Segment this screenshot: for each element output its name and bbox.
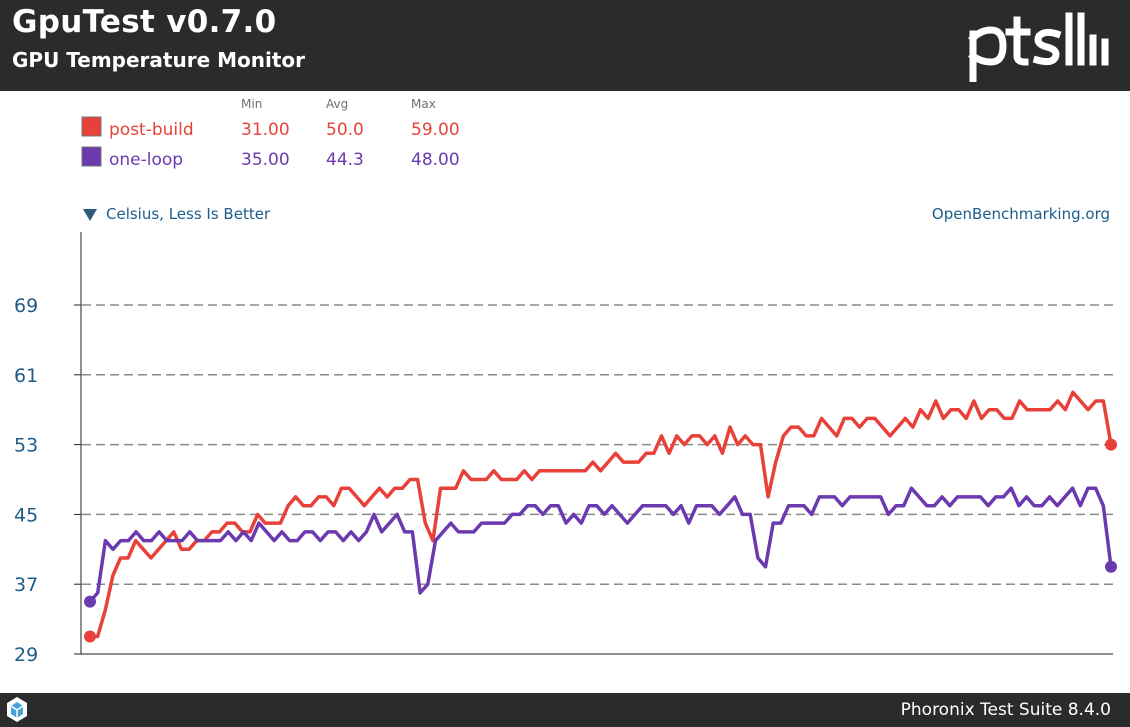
cube-icon xyxy=(7,697,27,722)
down-triangle-icon xyxy=(83,209,97,221)
page-subtitle: GPU Temperature Monitor xyxy=(12,48,305,72)
y-tick-label: 37 xyxy=(14,574,38,596)
y-tick-label: 45 xyxy=(14,504,38,526)
legend-col-avg: Avg xyxy=(326,97,348,111)
legend-col-min: Min xyxy=(241,97,262,111)
legend-avg-one-loop: 44.3 xyxy=(326,150,364,170)
header-bar: GpuTest v0.7.0 GPU Temperature Monitor xyxy=(0,0,1130,91)
series-endpoint-post-build xyxy=(1105,438,1117,451)
legend-max-post-build: 59.00 xyxy=(411,120,460,140)
legend-max-one-loop: 48.00 xyxy=(411,150,460,170)
pts-logo-icon xyxy=(968,12,1109,82)
legend-swatch-one-loop xyxy=(81,146,102,167)
y-tick-label: 61 xyxy=(14,365,38,387)
series-endpoint-post-build xyxy=(84,630,96,643)
legend-avg-post-build: 50.0 xyxy=(326,120,364,140)
series-endpoint-one-loop xyxy=(1105,560,1117,573)
y-tick-labels: 29 37 45 53 61 69 xyxy=(14,295,81,666)
series-line-post-build xyxy=(90,390,1113,639)
legend-min-one-loop: 35.00 xyxy=(241,150,290,170)
legend-min-post-build: 31.00 xyxy=(241,120,290,140)
y-axis-unit: Celsius, Less Is Better xyxy=(106,205,271,223)
series-lines xyxy=(84,390,1117,643)
y-tick-label: 53 xyxy=(14,435,38,457)
gridlines xyxy=(82,304,1113,585)
source-link[interactable]: OpenBenchmarking.org xyxy=(932,205,1110,223)
series-line-one-loop xyxy=(88,486,1113,603)
legend-swatch-post-build xyxy=(81,116,102,137)
legend-col-max: Max xyxy=(411,97,436,111)
legend-name-one-loop: one-loop xyxy=(109,150,183,170)
legend-name-post-build: post-build xyxy=(109,120,194,140)
series-endpoint-one-loop xyxy=(84,595,96,608)
footer-bar: Phoronix Test Suite 8.4.0 xyxy=(0,693,1130,727)
footer-text: Phoronix Test Suite 8.4.0 xyxy=(900,700,1111,720)
y-tick-label: 29 xyxy=(14,644,38,666)
page-title: GpuTest v0.7.0 xyxy=(12,4,277,40)
y-tick-label: 69 xyxy=(14,295,38,317)
